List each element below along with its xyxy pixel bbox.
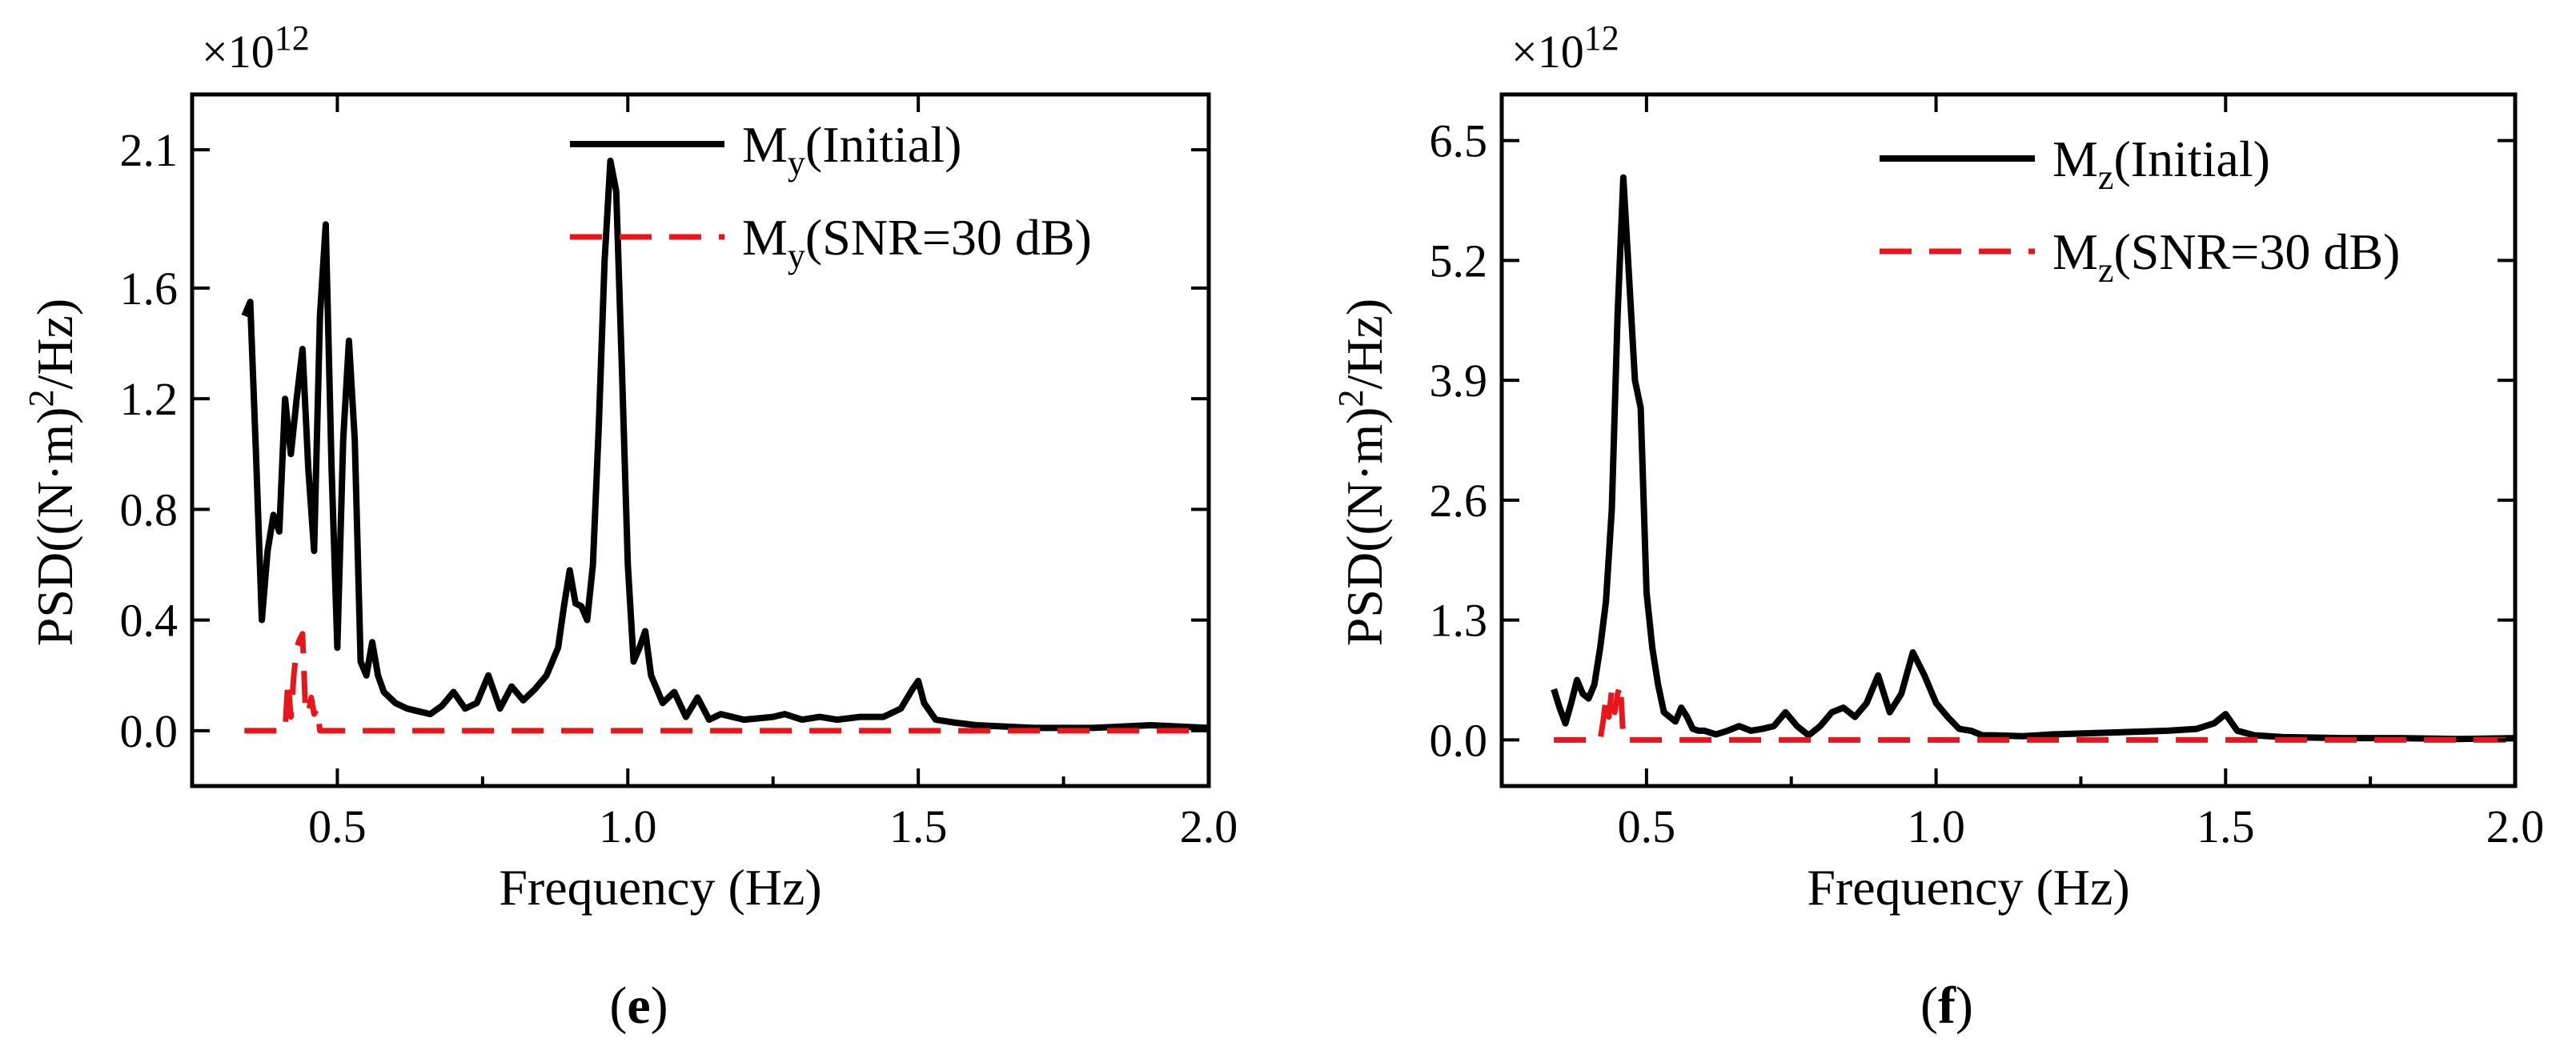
panel-label-paren: ( [609, 977, 627, 1035]
y-tick-label: 0.0 [120, 705, 179, 757]
y-multiplier-exponent: 12 [275, 18, 310, 58]
panel-label: (e) [609, 977, 668, 1035]
y-axis-title-part: /Hz) [1336, 299, 1393, 390]
x-tick-label: 0.5 [1618, 800, 1676, 852]
chart-panel-e: 0.5 1.0 1.5 2.0 0.0 0.4 0.8 1.2 1.6 2.1 ×1012 Frequ… [22, 18, 1238, 1035]
panel-label-paren: ( [1920, 977, 1938, 1035]
x-tick-label: 1.0 [1907, 800, 1965, 852]
chart-panel-f: 0.5 1.0 1.5 2.0 0.0 1.3 2.6 3.9 5.2 6.5 ×1012 Frequ… [1331, 18, 2544, 1035]
y-tick-label: 0.8 [120, 483, 179, 536]
legend-label-main: M [2052, 223, 2098, 280]
y-tick-label: 6.5 [1430, 115, 1488, 167]
series-line-snr30 [1554, 681, 2515, 743]
y-tick-label: 1.6 [120, 263, 179, 315]
y-multiplier: ×1012 [1511, 18, 1619, 78]
panel-label-letter: f [1938, 977, 1956, 1035]
y-axis-title-superscript: 2 [22, 390, 61, 407]
legend-label-rest: (Initial) [805, 116, 961, 173]
legend-label-subscript: y [788, 236, 805, 275]
panel-label-letter: e [627, 977, 650, 1035]
x-tick-label: 0.5 [308, 800, 367, 852]
y-tick-label: 0.4 [120, 595, 179, 647]
y-axis-title: PSD((N·m)2/Hz) [22, 299, 83, 646]
y-tick-label: 0.0 [1430, 714, 1488, 766]
x-axis-title: Frequency (Hz) [499, 859, 821, 916]
panel-label-paren: ) [1956, 977, 1973, 1035]
legend-label-rest: (SNR=30 dB) [805, 209, 1092, 266]
legend-label-rest: (SNR=30 dB) [2113, 223, 2400, 280]
x-tick-label: 1.5 [2197, 800, 2255, 852]
legend-label-subscript: z [2098, 251, 2114, 290]
x-tick-label: 2.0 [1180, 800, 1238, 852]
y-axis-title-part: /Hz) [26, 299, 83, 390]
legend-label-initial: My(Initial) [742, 116, 961, 183]
plot-frame [1499, 92, 2518, 788]
x-tick-label: 1.5 [889, 800, 948, 852]
y-tick-label: 1.2 [120, 373, 179, 425]
legend-label-main: M [742, 116, 788, 173]
legend-label-snr30: My(SNR=30 dB) [742, 209, 1092, 275]
y-tick-label: 2.6 [1430, 475, 1488, 527]
y-tick-label: 5.2 [1430, 235, 1488, 287]
x-axis-title: Frequency (Hz) [1807, 859, 2129, 916]
legend-label-rest: (Initial) [2113, 130, 2269, 187]
plot-frame [190, 92, 1211, 788]
y-axis-title-part: PSD((N·m) [1336, 407, 1393, 647]
legend-label-main: M [742, 209, 788, 266]
y-axis-title: PSD((N·m)2/Hz) [1331, 299, 1393, 646]
series-line-snr30 [244, 631, 1209, 734]
y-tick-label: 3.9 [1430, 355, 1488, 407]
legend-label-subscript: y [788, 143, 805, 183]
y-multiplier-exponent: 12 [1584, 18, 1619, 58]
legend-label-main: M [2052, 130, 2098, 187]
y-axis-title-superscript: 2 [1331, 390, 1370, 407]
x-tick-label: 1.0 [599, 800, 657, 852]
y-tick-label: 1.3 [1430, 595, 1488, 647]
legend-label-initial: Mz(Initial) [2052, 130, 2270, 197]
y-multiplier: ×1012 [202, 18, 310, 78]
legend-label-snr30: Mz(SNR=30 dB) [2052, 223, 2400, 290]
series-line-initial [241, 157, 1209, 732]
panel-label: (f) [1920, 977, 1973, 1035]
legend-label-subscript: z [2098, 158, 2114, 197]
panel-label-paren: ) [651, 977, 668, 1035]
y-tick-label: 2.1 [120, 124, 179, 176]
x-tick-label: 2.0 [2486, 800, 2545, 852]
y-axis-title-part: PSD((N·m) [26, 407, 83, 647]
series-line-initial [1551, 174, 2515, 743]
